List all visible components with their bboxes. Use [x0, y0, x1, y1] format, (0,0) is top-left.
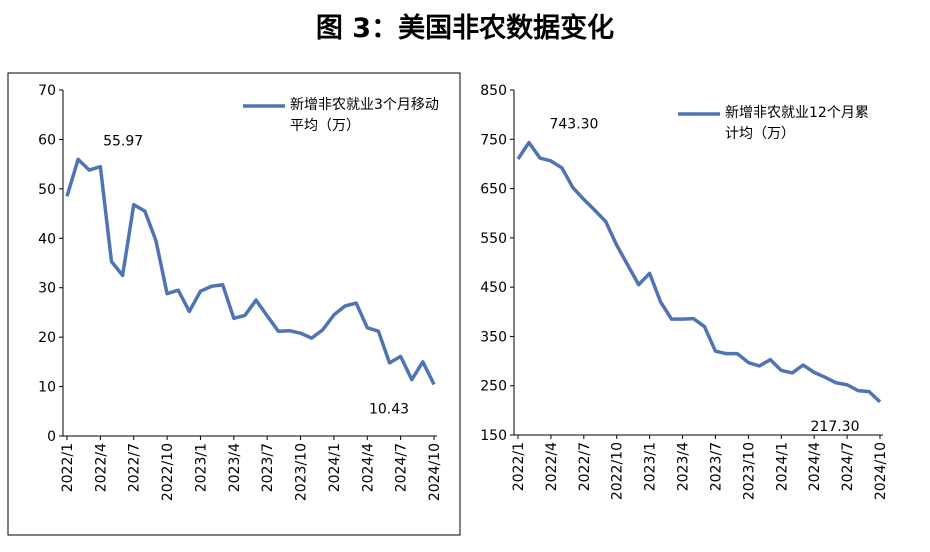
- x-tick-label: 2024/10: [873, 442, 889, 500]
- panel-border: [7, 72, 461, 536]
- x-tick-label: 2024/4: [360, 443, 376, 492]
- x-tick-label: 2023/7: [708, 442, 724, 491]
- x-tick-label: 2024/1: [327, 443, 343, 492]
- legend-label: 新增非农就业3个月移动平均（万）: [290, 97, 439, 134]
- y-tick-label: 750: [480, 132, 507, 148]
- x-tick-label: 2022/4: [544, 442, 560, 491]
- x-tick-label: 2022/10: [160, 443, 176, 501]
- y-tick-label: 450: [480, 280, 507, 296]
- x-tick-label: 2023/10: [741, 442, 757, 500]
- value-label: 10.43: [369, 401, 409, 417]
- x-tick-label: 2024/1: [774, 442, 790, 491]
- x-tick-label: 2023/7: [260, 443, 276, 492]
- y-tick-label: 250: [480, 379, 507, 395]
- x-tick-label: 2023/4: [227, 443, 243, 492]
- data-line: [516, 140, 882, 404]
- x-tick-label: 2024/4: [807, 442, 823, 491]
- legend-label: 新增非农就业12个月累计均（万）: [725, 105, 869, 142]
- x-tick-label: 2022/1: [60, 443, 76, 492]
- y-tick-label: 50: [38, 182, 56, 198]
- x-tick-label: 2022/7: [127, 443, 143, 492]
- y-tick-label: 10: [38, 380, 56, 396]
- y-tick-label: 650: [480, 182, 507, 198]
- x-tick-label: 2022/10: [610, 442, 626, 500]
- y-tick-label: 70: [38, 83, 56, 99]
- x-tick-label: 2024/7: [394, 443, 410, 492]
- x-tick-label: 2023/4: [676, 442, 692, 491]
- x-tick-label: 2023/1: [193, 443, 209, 492]
- y-tick-label: 30: [38, 281, 56, 297]
- value-label: 217.30: [811, 419, 860, 435]
- y-tick-label: 0: [47, 429, 56, 445]
- value-label: 55.97: [103, 133, 143, 149]
- x-tick-label: 2023/1: [643, 442, 659, 491]
- y-tick-label: 20: [38, 330, 56, 346]
- y-tick-label: 850: [480, 83, 507, 99]
- data-line: [65, 157, 436, 386]
- y-tick-label: 40: [38, 231, 56, 247]
- x-tick-label: 2023/10: [294, 443, 310, 501]
- y-tick-label: 550: [480, 231, 507, 247]
- x-tick-label: 2022/7: [577, 442, 593, 491]
- page-title: 图 3：美国非农数据变化: [315, 13, 615, 44]
- value-label: 743.30: [549, 117, 598, 133]
- x-tick-label: 2022/1: [511, 442, 527, 491]
- y-tick-label: 350: [480, 329, 507, 345]
- x-tick-label: 2022/4: [93, 443, 109, 492]
- x-tick-label: 2024/10: [427, 443, 443, 501]
- y-tick-label: 150: [480, 428, 507, 444]
- y-tick-label: 60: [38, 132, 56, 148]
- x-tick-label: 2024/7: [840, 442, 856, 491]
